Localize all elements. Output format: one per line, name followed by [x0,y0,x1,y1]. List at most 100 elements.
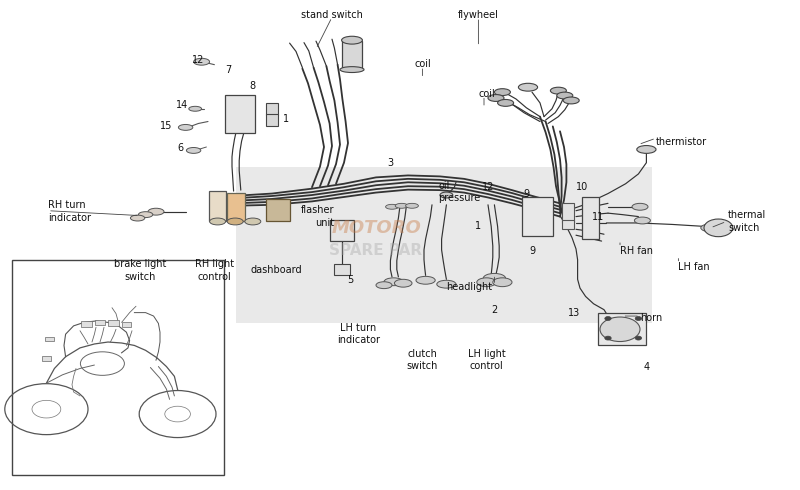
Text: 1: 1 [475,221,482,231]
Ellipse shape [189,106,202,111]
Ellipse shape [550,87,566,94]
Ellipse shape [437,280,456,288]
Ellipse shape [701,224,720,232]
Text: 9: 9 [529,246,535,256]
Text: flasher
unit: flasher unit [301,205,334,228]
Text: 4: 4 [643,362,650,371]
Text: thermistor: thermistor [656,137,707,147]
Text: RH fan: RH fan [620,246,653,256]
Text: coil: coil [478,89,495,99]
Text: LH fan: LH fan [678,262,710,272]
Ellipse shape [194,58,210,65]
Ellipse shape [440,192,453,198]
Text: LH turn
indicator: LH turn indicator [337,323,380,345]
Bar [562,203,574,223]
Ellipse shape [376,282,392,289]
Ellipse shape [493,278,512,287]
Ellipse shape [416,276,435,284]
Ellipse shape [483,273,506,283]
Bar [334,264,350,275]
Bar [266,114,278,126]
Text: 12: 12 [192,55,205,65]
Bar [209,191,226,221]
Ellipse shape [395,203,408,208]
Ellipse shape [488,95,504,101]
Text: 3: 3 [387,158,394,168]
Ellipse shape [494,89,510,96]
Bar [122,322,131,327]
Ellipse shape [563,97,579,104]
Text: clutch
switch: clutch switch [406,349,438,371]
Text: coil: coil [414,59,430,69]
Ellipse shape [245,218,261,225]
Ellipse shape [340,67,364,73]
Ellipse shape [557,92,573,99]
Ellipse shape [342,36,362,44]
Bar [95,320,105,325]
Text: RH turn
indicator: RH turn indicator [48,200,91,223]
Bar [108,320,119,326]
Circle shape [635,336,642,340]
Text: 15: 15 [160,122,173,131]
Bar [81,321,92,327]
Ellipse shape [518,83,538,91]
Text: RH light
control: RH light control [195,259,234,282]
Ellipse shape [394,279,412,287]
Text: 1: 1 [283,114,290,123]
Bar [45,337,54,341]
Circle shape [704,219,733,237]
Ellipse shape [148,208,164,215]
Ellipse shape [227,218,243,225]
Text: 2: 2 [491,305,498,315]
Circle shape [605,317,611,320]
Text: 7: 7 [225,65,231,74]
Bar [330,220,354,241]
Ellipse shape [130,215,145,221]
Text: 10: 10 [576,182,589,192]
Bar [522,197,553,236]
Bar [227,193,245,221]
Ellipse shape [210,218,226,225]
Text: headlight: headlight [446,282,492,292]
Bar [12,260,224,475]
Bar [236,167,652,323]
Circle shape [635,317,642,320]
Circle shape [605,336,611,340]
Text: 12: 12 [482,182,494,192]
Bar [225,95,255,133]
Bar [266,199,290,221]
Text: brake light
switch: brake light switch [114,259,166,282]
Text: 11: 11 [592,212,605,221]
Ellipse shape [384,278,403,286]
Text: horn: horn [640,313,662,322]
Bar [266,102,278,115]
Bar [598,314,646,345]
Ellipse shape [637,146,656,153]
Ellipse shape [386,204,398,209]
Text: SPARE PAR: SPARE PAR [330,244,422,258]
Text: 5: 5 [347,275,354,285]
Text: 6: 6 [177,143,183,153]
Ellipse shape [634,217,650,224]
Text: stand switch: stand switch [301,10,363,20]
Text: 8: 8 [249,81,255,91]
Ellipse shape [632,203,648,210]
Ellipse shape [406,203,418,208]
Bar [342,41,362,69]
Bar [562,220,574,229]
Ellipse shape [186,147,201,153]
Text: MOTORO: MOTORO [331,219,421,237]
Text: 14: 14 [176,100,189,110]
Text: 9: 9 [523,189,530,198]
Ellipse shape [178,124,193,130]
Bar [582,197,599,239]
Ellipse shape [138,212,153,218]
Circle shape [600,317,640,342]
Text: thermal
switch: thermal switch [728,210,766,233]
Bar [42,356,51,361]
Text: oil
pressure: oil pressure [438,181,481,203]
Text: 13: 13 [568,308,581,318]
Text: flywheel: flywheel [458,10,499,20]
Ellipse shape [498,99,514,106]
Text: dashboard: dashboard [250,266,302,275]
